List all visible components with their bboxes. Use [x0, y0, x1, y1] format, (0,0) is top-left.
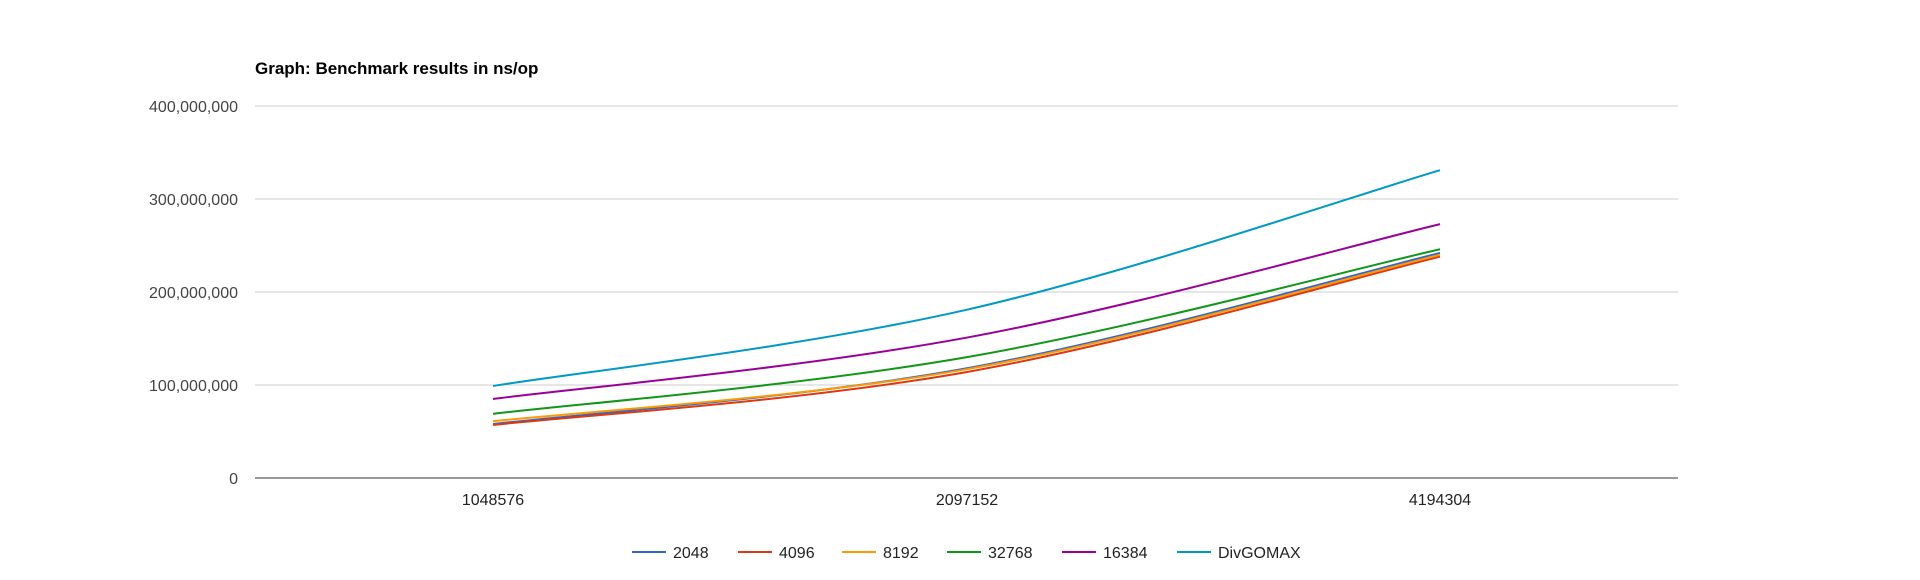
legend[interactable]: 2048 4096 8192 32768 16384 DivGOMAX — [632, 545, 1301, 562]
series-line-8192 — [492, 253, 1441, 423]
series-lines — [492, 169, 1441, 426]
y-tick-label: 0 — [229, 471, 238, 488]
series-line-4096 — [492, 255, 1441, 426]
x-tick-label: 2097152 — [936, 492, 998, 509]
y-tick-label: 100,000,000 — [149, 378, 238, 395]
legend-label: DivGOMAX — [1218, 545, 1301, 562]
legend-item-4096[interactable]: 4096 — [738, 545, 815, 562]
legend-label: 4096 — [779, 545, 815, 562]
gridlines — [255, 105, 1678, 386]
x-axis-ticks: 1048576 2097152 4194304 — [462, 492, 1471, 509]
legend-item-16384[interactable]: 16384 — [1062, 545, 1148, 562]
chart-title: Graph: Benchmark results in ns/op — [255, 59, 538, 78]
legend-label: 32768 — [988, 545, 1033, 562]
y-axis-ticks: 0 100,000,000 200,000,000 300,000,000 400,00… — [149, 99, 238, 488]
legend-item-divgomax[interactable]: DivGOMAX — [1177, 545, 1301, 562]
legend-label: 16384 — [1103, 545, 1148, 562]
legend-item-2048[interactable]: 2048 — [632, 545, 709, 562]
series-line-16384 — [492, 223, 1441, 400]
legend-label: 8192 — [883, 545, 919, 562]
legend-item-8192[interactable]: 8192 — [842, 545, 919, 562]
y-tick-label: 300,000,000 — [149, 192, 238, 209]
legend-label: 2048 — [673, 545, 709, 562]
x-tick-label: 4194304 — [1409, 492, 1471, 509]
series-line-divgomax — [492, 169, 1441, 387]
y-tick-label: 400,000,000 — [149, 99, 238, 116]
series-line-32768 — [492, 248, 1441, 415]
legend-item-32768[interactable]: 32768 — [947, 545, 1033, 562]
x-tick-label: 1048576 — [462, 492, 524, 509]
y-tick-label: 200,000,000 — [149, 285, 238, 302]
